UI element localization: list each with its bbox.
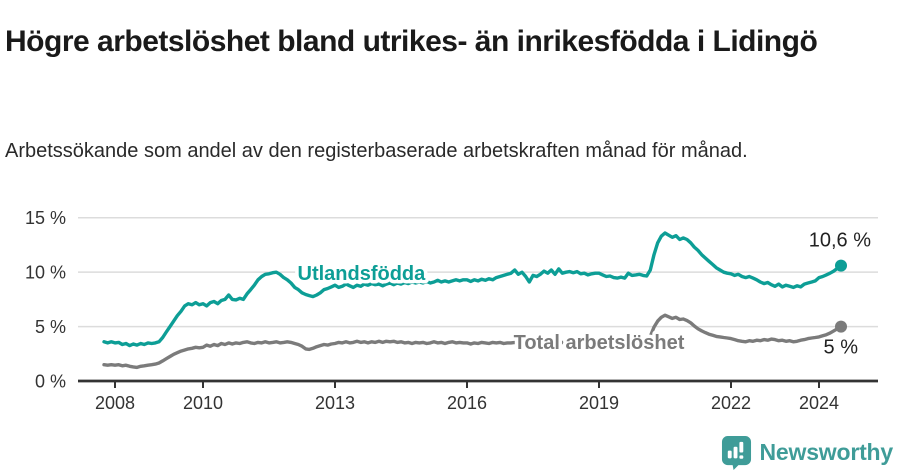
x-tick-label: 2019 [579,393,619,413]
chart-area: 0 % 5 % 10 % 15 % 2008 2010 2013 2016 2019 2022 20… [0,190,900,430]
y-tick-label: 10 % [25,263,66,283]
y-tick-label: 15 % [25,208,66,228]
y-tick-label: 5 % [35,317,66,337]
x-tick-label: 2022 [711,393,751,413]
series-label: Total arbetslöshet [514,332,685,354]
series-label: Utlandsfödda [298,263,427,285]
y-tick-label: 0 % [35,372,66,392]
series-end-value: 5 % [824,337,859,359]
x-tick-label: 2016 [447,393,487,413]
newsworthy-wordmark: Newsworthy [759,439,894,465]
series-end-dot [834,320,847,333]
series-line-utlandsfodda [102,231,843,348]
series-line-total [102,313,843,370]
x-tick-label: 2013 [315,393,355,413]
x-tick-label: 2008 [95,393,135,413]
newsworthy-badge-icon [721,436,751,470]
chart-svg: 0 % 5 % 10 % 15 % 2008 2010 2013 2016 2019 2022 20… [25,208,878,413]
x-tick-label: 2024 [799,393,839,413]
chart-subtitle: Arbetssökande som andel av den registerb… [5,140,748,162]
x-tick-label: 2010 [183,393,223,413]
newsworthy-logo[interactable]: Newsworthy [721,435,893,470]
series-end-value: 10,6 % [809,230,871,252]
chart-title: Högre arbetslöshet bland utrikes- än inr… [5,25,818,59]
series-end-dot [834,259,847,272]
